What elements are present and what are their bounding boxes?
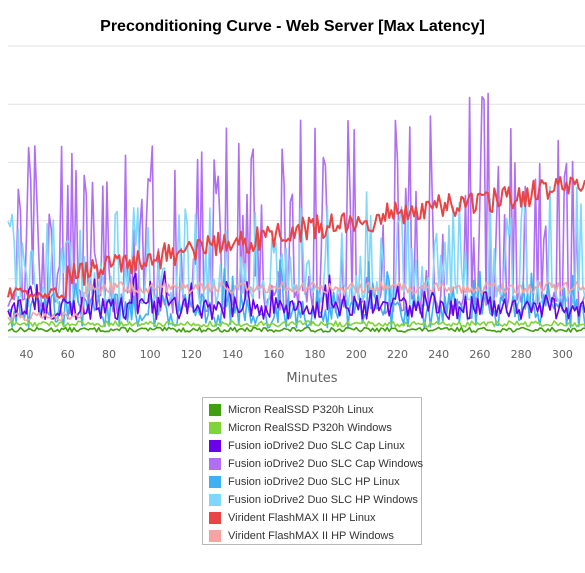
legend: Micron RealSSD P320h Linux Micron RealSSD…: [202, 397, 424, 545]
legend-swatch: [209, 422, 221, 434]
series-line: [7, 281, 585, 322]
x-tick-label: 140: [222, 348, 243, 361]
legend-item[interactable]: Fusion ioDrive2 Duo SLC Cap Windows: [209, 455, 424, 473]
x-tick-label: 200: [346, 348, 367, 361]
legend-swatch: [209, 494, 221, 506]
x-tick-label: 280: [511, 348, 532, 361]
legend-label: Fusion ioDrive2 Duo SLC Cap Linux: [228, 440, 405, 452]
legend-item[interactable]: Micron RealSSD P320h Linux: [209, 401, 421, 419]
legend-label: Fusion ioDrive2 Duo SLC HP Windows: [228, 494, 418, 506]
legend-item[interactable]: Fusion ioDrive2 Duo SLC HP Windows: [209, 491, 421, 509]
legend-label: Fusion ioDrive2 Duo SLC Cap Windows: [228, 458, 424, 470]
x-tick-label: 100: [140, 348, 161, 361]
legend-swatch: [209, 512, 221, 524]
legend-item[interactable]: Virident FlashMAX II HP Windows: [209, 527, 421, 545]
legend-swatch: [209, 458, 221, 470]
series-lines: [7, 92, 585, 333]
legend-label: Virident FlashMAX II HP Linux: [228, 512, 376, 524]
legend-item[interactable]: Fusion ioDrive2 Duo SLC Cap Linux: [209, 437, 421, 455]
x-tick-label: 240: [428, 348, 449, 361]
x-tick-label: 300: [552, 348, 573, 361]
series-line: [7, 176, 585, 300]
x-tick-label: 80: [102, 348, 116, 361]
x-axis-title: Minutes: [286, 371, 337, 386]
x-tick-label: 120: [181, 348, 202, 361]
legend-swatch: [209, 476, 221, 488]
series-line: [7, 326, 585, 333]
x-tick-label: 40: [20, 348, 34, 361]
x-tick-label: 220: [387, 348, 408, 361]
x-tick-label: 180: [305, 348, 326, 361]
legend-swatch: [209, 530, 221, 542]
x-tick-label: 260: [469, 348, 490, 361]
legend-swatch: [209, 404, 221, 416]
series-line: [7, 270, 585, 321]
series-line: [7, 185, 585, 309]
x-tick-label: 60: [61, 348, 75, 361]
chart-title: Preconditioning Curve - Web Server [Max …: [100, 18, 485, 35]
legend-label: Micron RealSSD P320h Linux: [228, 404, 374, 416]
legend-label: Fusion ioDrive2 Duo SLC HP Linux: [228, 476, 400, 488]
legend-label: Micron RealSSD P320h Windows: [228, 422, 392, 434]
legend-item[interactable]: Fusion ioDrive2 Duo SLC HP Linux: [209, 473, 421, 491]
legend-item[interactable]: Micron RealSSD P320h Windows: [209, 419, 421, 437]
x-tick-label: 160: [263, 348, 284, 361]
x-tick-labels: 40 60 80 100 120 140 160 180 200 220 240 260 280 300: [20, 348, 573, 361]
series-line: [7, 320, 585, 328]
legend-swatch: [209, 440, 221, 452]
legend-label: Virident FlashMAX II HP Windows: [228, 530, 394, 542]
legend-item[interactable]: Virident FlashMAX II HP Linux: [209, 509, 421, 527]
